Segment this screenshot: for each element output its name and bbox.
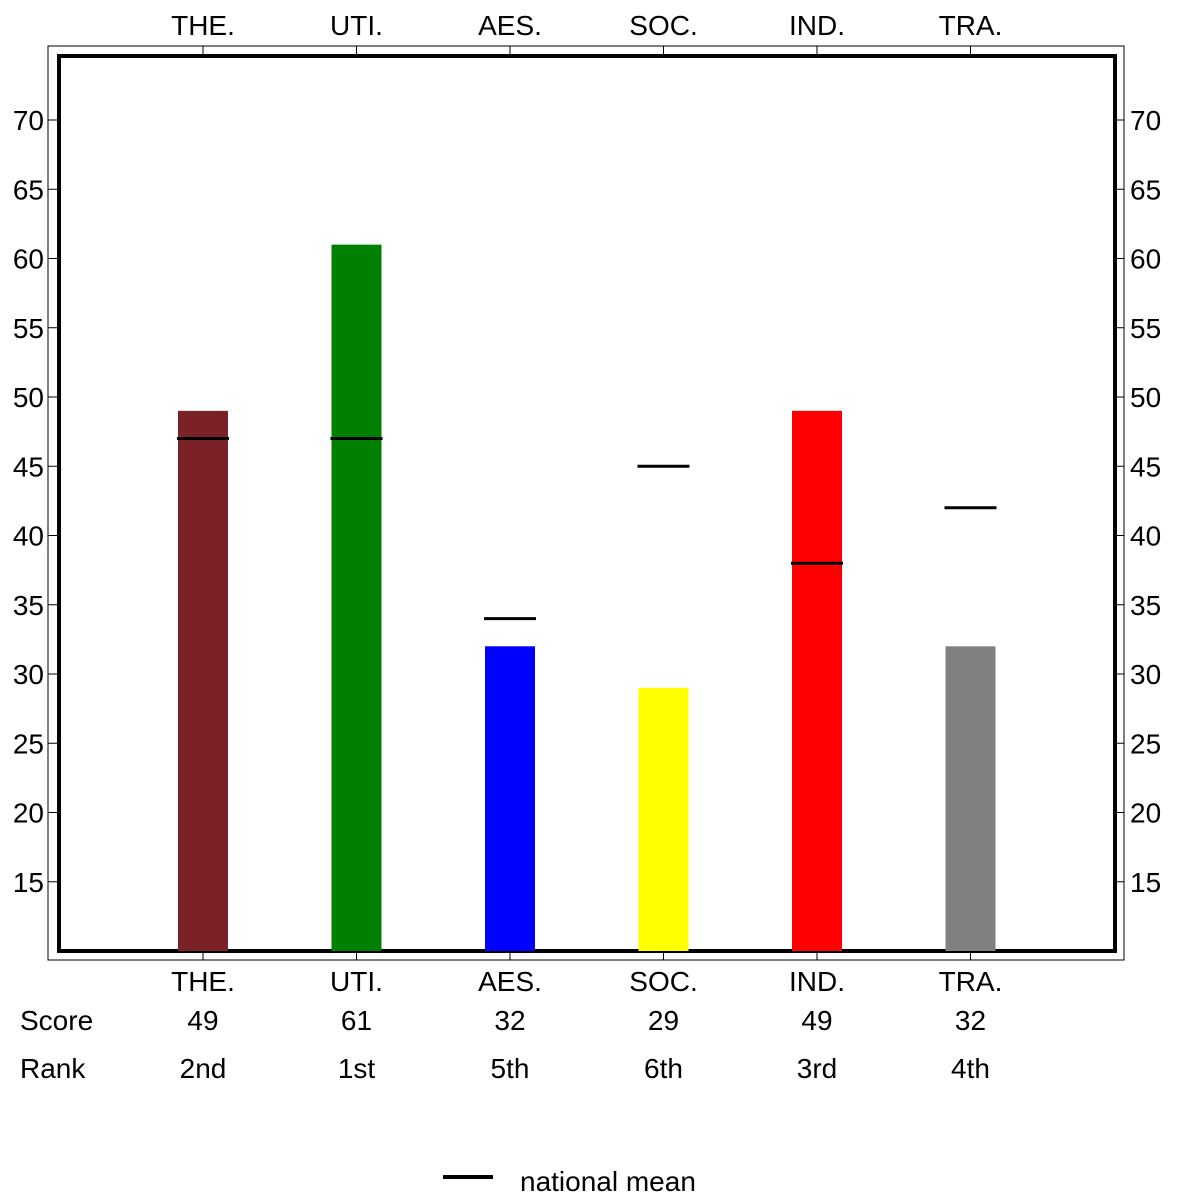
y-tick-label-left-20: 20 bbox=[13, 798, 44, 829]
bar-tra bbox=[945, 646, 996, 951]
y-tick-label-left-60: 60 bbox=[13, 244, 44, 275]
y-tick-label-left-25: 25 bbox=[13, 728, 44, 759]
y-tick-label-left-55: 55 bbox=[13, 313, 44, 344]
rank-the: 2nd bbox=[180, 1053, 227, 1084]
y-tick-label-right-50: 50 bbox=[1130, 382, 1161, 413]
y-tick-label-left-30: 30 bbox=[13, 659, 44, 690]
y-tick-label-right-45: 45 bbox=[1130, 451, 1161, 482]
y-tick-label-right-30: 30 bbox=[1130, 659, 1161, 690]
y-tick-label-left-40: 40 bbox=[13, 521, 44, 552]
x-axis-ticks: THE. THE. UTI. UTI. AES. AES. SOC. SOC. IND. IND.… bbox=[171, 10, 1002, 997]
bars-group bbox=[178, 244, 996, 952]
legend: national mean bbox=[443, 1166, 696, 1197]
rank-aes: 5th bbox=[491, 1053, 530, 1084]
x-tick-label-top-ind: IND. bbox=[789, 10, 845, 41]
score-the: 49 bbox=[187, 1005, 218, 1036]
rank-tra: 4th bbox=[951, 1053, 990, 1084]
x-tick-label-bottom-soc: SOC. bbox=[629, 966, 697, 997]
score-rank-table: Score Rank 49 2nd 61 1st 32 5th 29 6th 49 3rd 32 4t… bbox=[20, 1005, 990, 1084]
rank-row-label: Rank bbox=[20, 1053, 86, 1084]
rank-ind: 3rd bbox=[797, 1053, 837, 1084]
x-tick-label-bottom-aes: AES. bbox=[478, 966, 542, 997]
bar-aes bbox=[485, 646, 535, 951]
x-tick-label-bottom-the: THE. bbox=[171, 966, 235, 997]
y-tick-label-right-65: 65 bbox=[1130, 174, 1161, 205]
x-tick-label-bottom-uti: UTI. bbox=[330, 966, 383, 997]
bar-soc bbox=[638, 687, 689, 951]
y-tick-label-left-15: 15 bbox=[13, 867, 44, 898]
x-tick-label-top-uti: UTI. bbox=[330, 10, 383, 41]
y-axis-ticks: 15 15 20 20 25 25 30 30 35 35 40 40 45 45 50 50 55 55 60 60… bbox=[13, 105, 1161, 898]
legend-label: national mean bbox=[520, 1166, 696, 1197]
y-tick-label-right-25: 25 bbox=[1130, 728, 1161, 759]
score-soc: 29 bbox=[648, 1005, 679, 1036]
score-aes: 32 bbox=[494, 1005, 525, 1036]
x-tick-label-top-the: THE. bbox=[171, 10, 235, 41]
y-tick-label-left-50: 50 bbox=[13, 382, 44, 413]
national-mean-markers bbox=[177, 437, 997, 621]
rank-uti: 1st bbox=[338, 1053, 376, 1084]
x-tick-label-top-tra: TRA. bbox=[939, 10, 1003, 41]
y-tick-label-right-70: 70 bbox=[1130, 105, 1161, 136]
y-tick-label-left-35: 35 bbox=[13, 590, 44, 621]
bar-ind bbox=[792, 410, 842, 952]
score-tra: 32 bbox=[955, 1005, 986, 1036]
y-tick-label-left-65: 65 bbox=[13, 174, 44, 205]
bar-the bbox=[178, 410, 228, 952]
plot-frame bbox=[57, 54, 1117, 953]
y-tick-label-right-20: 20 bbox=[1130, 798, 1161, 829]
y-tick-label-right-55: 55 bbox=[1130, 313, 1161, 344]
x-tick-label-top-soc: SOC. bbox=[629, 10, 697, 41]
x-tick-label-bottom-tra: TRA. bbox=[939, 966, 1003, 997]
score-row-label: Score bbox=[20, 1005, 93, 1036]
y-tick-label-right-40: 40 bbox=[1130, 521, 1161, 552]
y-tick-label-right-35: 35 bbox=[1130, 590, 1161, 621]
outer-frame bbox=[47, 45, 1125, 961]
score-ind: 49 bbox=[801, 1005, 832, 1036]
x-tick-label-bottom-ind: IND. bbox=[789, 966, 845, 997]
score-uti: 61 bbox=[341, 1005, 372, 1036]
bar-uti bbox=[331, 244, 382, 951]
y-tick-label-right-60: 60 bbox=[1130, 244, 1161, 275]
rank-soc: 6th bbox=[644, 1053, 683, 1084]
y-tick-label-left-45: 45 bbox=[13, 451, 44, 482]
x-tick-label-top-aes: AES. bbox=[478, 10, 542, 41]
y-tick-label-right-15: 15 bbox=[1130, 867, 1161, 898]
y-tick-label-left-70: 70 bbox=[13, 105, 44, 136]
